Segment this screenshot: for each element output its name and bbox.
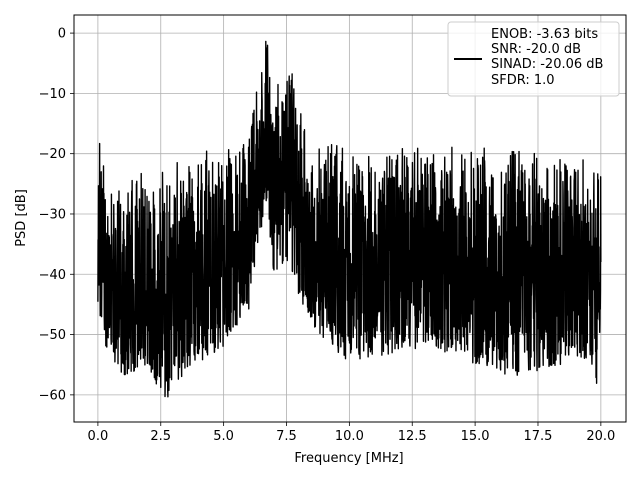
- y-tick-label: −20: [39, 147, 66, 162]
- x-tick-label: 10.0: [335, 429, 364, 444]
- legend-entry-snr: SNR: -20.0 dB: [491, 42, 581, 57]
- x-tick-label: 0.0: [88, 429, 109, 444]
- plot-area-frame: [73, 14, 627, 423]
- y-tick-label: −30: [39, 207, 66, 222]
- psd-series: [97, 40, 602, 398]
- y-tick-label: −10: [39, 87, 66, 102]
- legend-entry-sinad: SINAD: -20.06 dB: [491, 57, 603, 72]
- x-axis-label: Frequency [MHz]: [294, 451, 403, 466]
- legend-entry-sfdr: SFDR: 1.0: [491, 73, 555, 88]
- x-tick-label: 12.5: [398, 429, 427, 444]
- y-tick-label: 0: [58, 27, 66, 42]
- legend: ENOB: -3.63 bits SNR: -20.0 dB SINAD: -2…: [447, 21, 620, 97]
- x-tick-label: 7.5: [276, 429, 297, 444]
- x-tick-label: 2.5: [150, 429, 171, 444]
- y-axis-ticks: 0 −10 −20 −30 −40 −50 −60: [39, 27, 74, 403]
- y-tick-label: −60: [39, 388, 66, 403]
- y-axis-label: PSD [dB]: [14, 189, 29, 247]
- y-tick-label: −50: [39, 328, 66, 343]
- x-tick-label: 20.0: [586, 429, 615, 444]
- x-tick-label: 17.5: [524, 429, 553, 444]
- y-tick-label: −40: [39, 268, 66, 283]
- x-tick-label: 15.0: [461, 429, 490, 444]
- psd-line: [97, 40, 602, 398]
- x-tick-label: 5.0: [213, 429, 234, 444]
- x-axis-ticks: 0.0 2.5 5.0 7.5 10.0 12.5 15.0 17.5 20.0: [88, 422, 615, 444]
- legend-entry-enob: ENOB: -3.63 bits: [491, 27, 598, 42]
- legend-box: [447, 21, 620, 97]
